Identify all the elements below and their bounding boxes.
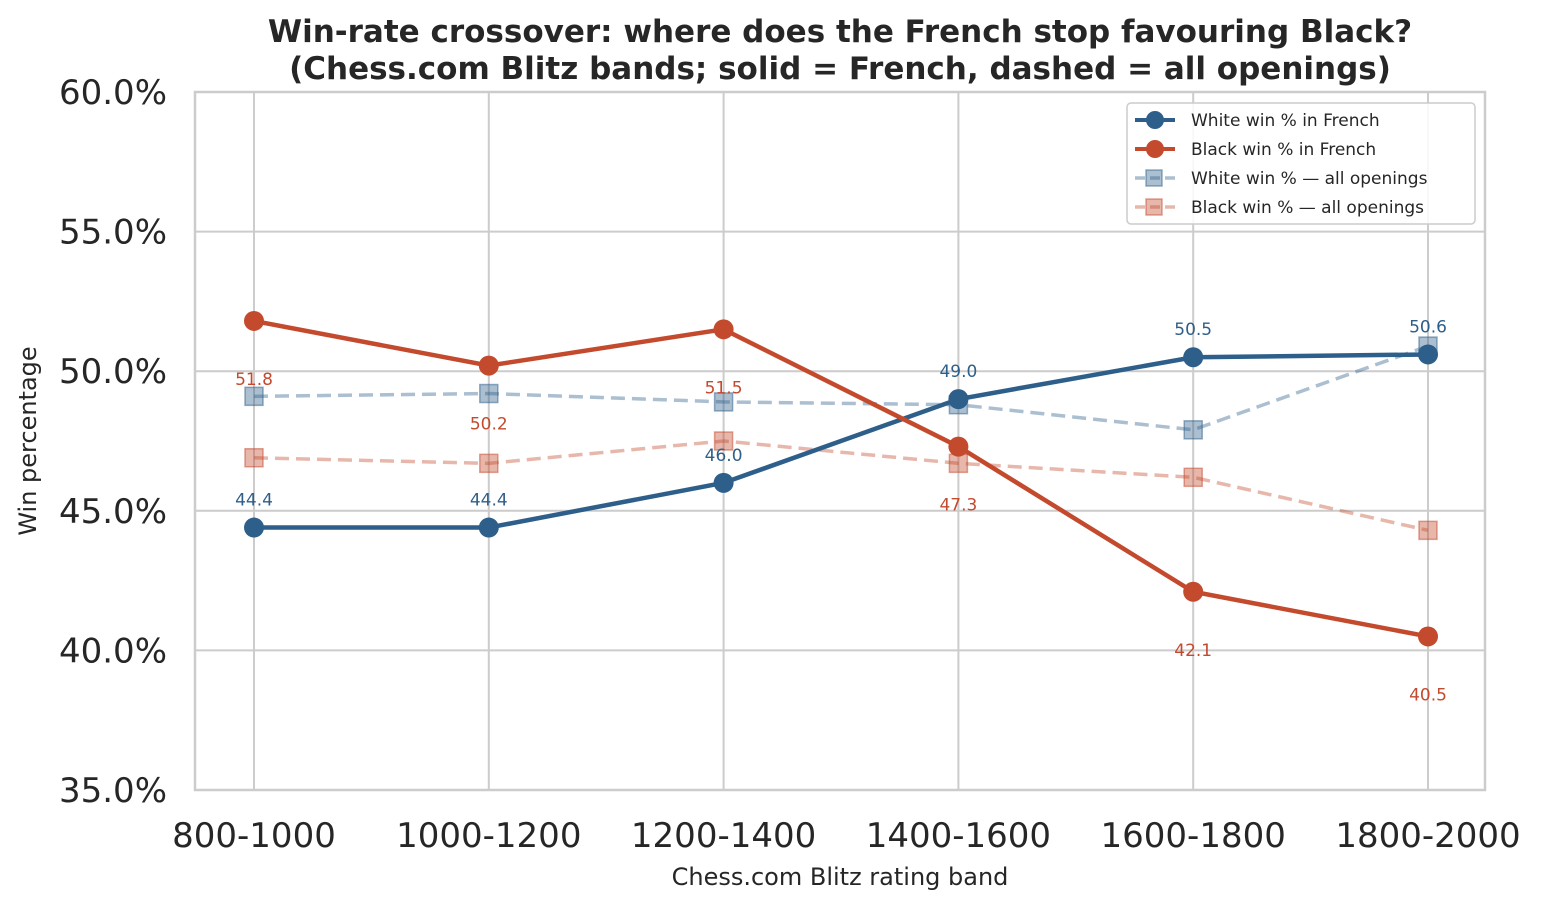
x-tick-label: 1400-1600: [866, 816, 1051, 856]
series-line: [253, 318, 1429, 639]
legend-swatch-marker: [1146, 140, 1164, 158]
series-1: [244, 344, 1438, 538]
data-label: 49.0: [939, 362, 977, 382]
series-marker: [1183, 420, 1203, 440]
series-marker: [1183, 467, 1203, 488]
y-tick-label: 55.0%: [59, 213, 167, 253]
x-tick-label: 1800-2000: [1335, 816, 1520, 856]
series-marker: [1183, 347, 1204, 368]
series-marker: [713, 392, 734, 412]
data-label: 40.5: [1409, 685, 1447, 705]
series-marker: [1418, 344, 1438, 365]
legend-item: White win % — all openings: [1135, 169, 1428, 189]
y-tick-label: 60.0%: [59, 73, 167, 113]
legend-swatch-marker: [1146, 111, 1164, 129]
y-axis-label: Win percentage: [14, 346, 42, 535]
y-axis-ticks: 35.0% 40.0% 45.0% 50.0% 55.0% 60.0%: [59, 73, 167, 811]
legend-swatch-marker: [1145, 169, 1163, 187]
series-marker: [948, 436, 969, 457]
data-label: 44.4: [470, 491, 508, 511]
legend-box: [1126, 102, 1476, 225]
series-marker: [948, 453, 969, 474]
legend-item: Black win % in French: [1135, 140, 1376, 160]
data-label: 51.5: [705, 378, 743, 398]
legend-label: Black win % — all openings: [1191, 198, 1424, 218]
x-axis-label: Chess.com Blitz rating band: [672, 863, 1009, 891]
data-label: 50.6: [1409, 317, 1447, 337]
series-marker: [713, 319, 734, 340]
x-tick-label: 800-1000: [172, 816, 336, 856]
series-marker: [1418, 626, 1438, 647]
series-marker: [478, 517, 499, 538]
x-tick-label: 1000-1200: [396, 816, 581, 856]
series-marker: [479, 383, 499, 404]
series-marker: [244, 517, 264, 538]
plot-series: [244, 310, 1438, 647]
data-label: 47.3: [939, 496, 977, 516]
series-2: [244, 310, 1438, 647]
chart-title: Win-rate crossover: where does the Frenc…: [268, 14, 1412, 50]
series-marker: [713, 472, 734, 493]
legend-label: White win % in French: [1191, 111, 1380, 131]
legend-label: Black win % in French: [1191, 140, 1376, 160]
series-marker: [713, 431, 734, 451]
series-marker: [244, 448, 264, 468]
legend: White win % in French Black win % in Fren…: [1126, 102, 1476, 225]
data-label: 42.1: [1174, 641, 1212, 661]
series-marker: [478, 355, 499, 376]
series-line: [253, 344, 1429, 432]
series-marker: [948, 389, 969, 410]
legend-label: White win % — all openings: [1191, 169, 1428, 189]
y-tick-label: 50.0%: [59, 352, 167, 392]
series-marker: [1183, 581, 1204, 602]
chart-subtitle: (Chess.com Blitz bands; solid = French, …: [289, 51, 1391, 87]
data-label: 44.4: [235, 491, 273, 511]
x-tick-label: 1600-1800: [1101, 816, 1286, 856]
series-marker: [479, 453, 499, 474]
data-label: 46.0: [705, 446, 743, 466]
y-tick-label: 35.0%: [59, 771, 167, 811]
series-marker: [244, 386, 264, 407]
legend-item: White win % in French: [1135, 111, 1380, 131]
y-tick-label: 45.0%: [59, 492, 167, 532]
legend-item: Black win % — all openings: [1135, 198, 1424, 218]
data-label: 50.2: [470, 415, 508, 435]
x-tick-label: 1200-1400: [631, 816, 816, 856]
data-labels: 44.4 44.4 46.0 49.0 50.5 50.6 51.8 50.2 51.5 47.3…: [235, 317, 1447, 705]
x-axis-ticks: 800-1000 1000-1200 1200-1400 1400-1600 1600-…: [172, 816, 1521, 856]
series-line: [253, 439, 1429, 533]
series-marker: [1418, 520, 1438, 541]
legend-swatch-marker: [1145, 198, 1163, 216]
series-4: [244, 431, 1438, 541]
series-line: [254, 352, 1429, 530]
y-tick-label: 40.0%: [59, 631, 167, 671]
series-marker: [244, 310, 264, 331]
data-label: 51.8: [235, 370, 273, 390]
plot-frame: [193, 90, 1487, 792]
data-label: 50.5: [1174, 320, 1212, 340]
